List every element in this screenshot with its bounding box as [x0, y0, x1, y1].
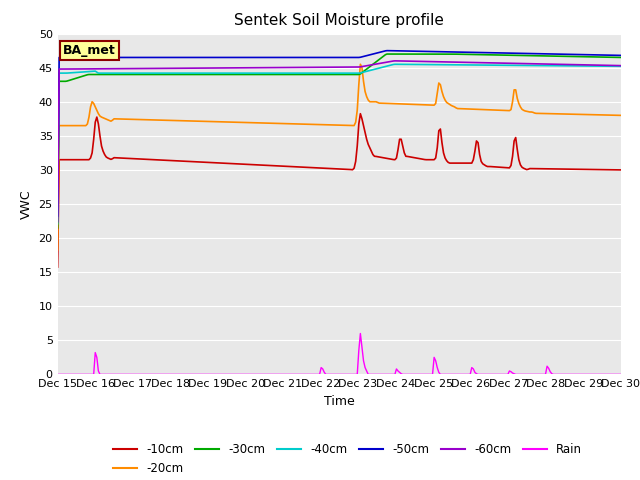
X-axis label: Time: Time	[324, 395, 355, 408]
Y-axis label: VWC: VWC	[20, 189, 33, 219]
Text: BA_met: BA_met	[63, 44, 116, 57]
Title: Sentek Soil Moisture profile: Sentek Soil Moisture profile	[234, 13, 444, 28]
Legend: -10cm, -20cm, -30cm, -40cm, -50cm, -60cm, Rain: -10cm, -20cm, -30cm, -40cm, -50cm, -60cm…	[109, 438, 587, 480]
